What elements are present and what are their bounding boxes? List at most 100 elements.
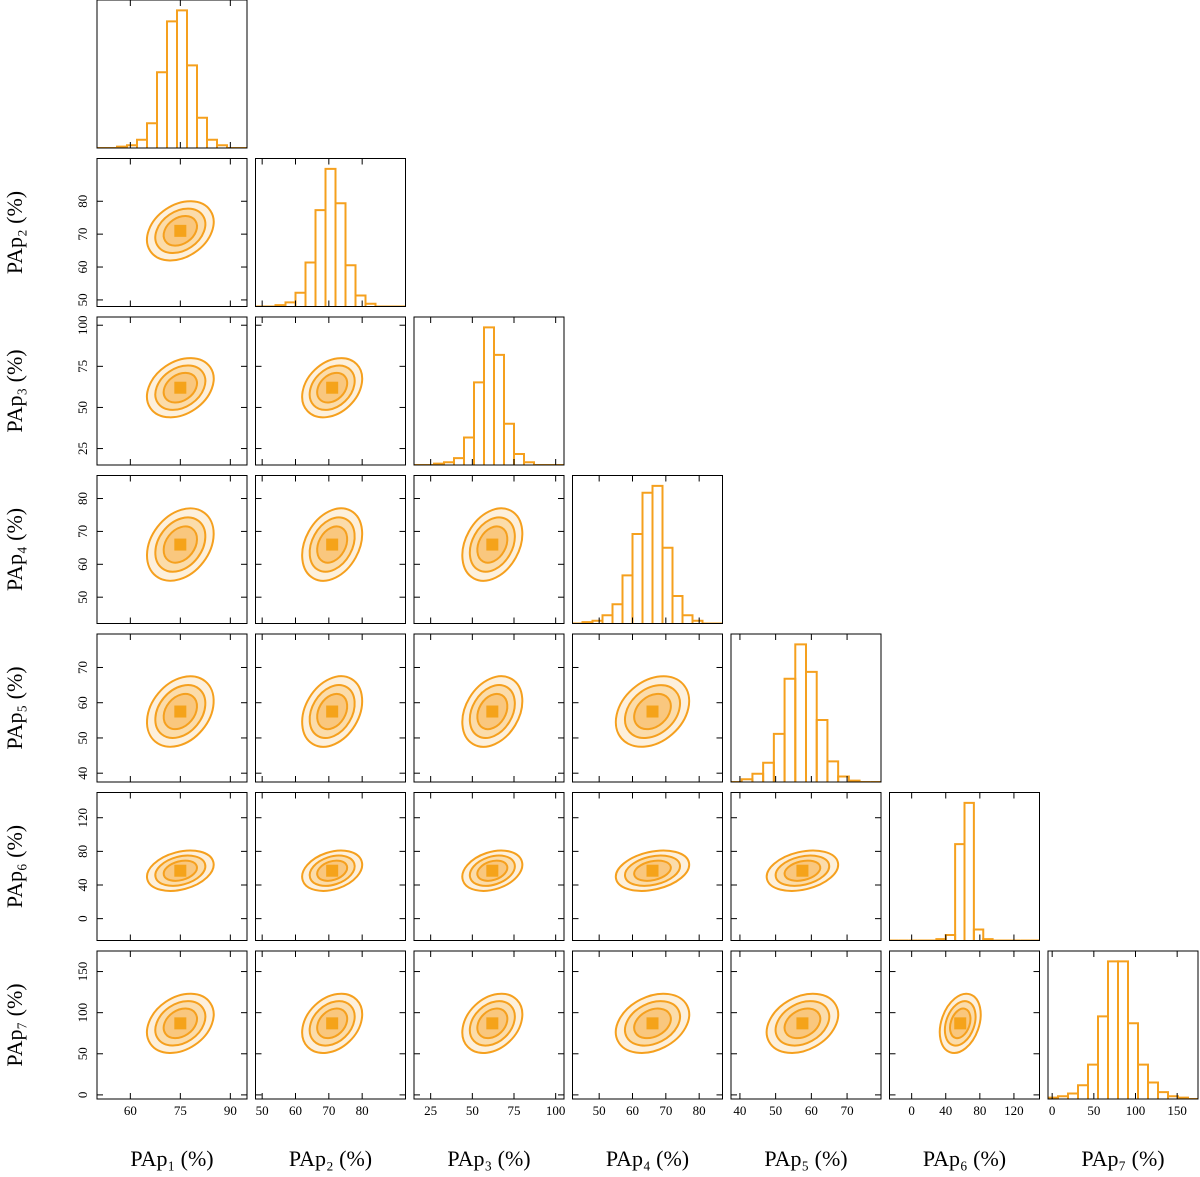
- x-axis-title: PAp₁ (%): [130, 1146, 213, 1171]
- density-peak: [174, 224, 187, 237]
- y-tick-label: 80: [75, 492, 90, 505]
- y-axis-title: PAp₇ (%): [2, 983, 27, 1066]
- x-tick-label: 60: [805, 1103, 818, 1118]
- panel-frame: [96, 475, 248, 624]
- x-tick-label: 100: [546, 1103, 566, 1118]
- panel: [301, 507, 364, 582]
- panel-frame: [255, 316, 406, 466]
- x-tick-label: 70: [659, 1103, 672, 1118]
- histogram-bin: [1107, 960, 1119, 1099]
- y-tick-label: 50: [75, 591, 90, 604]
- x-tick-label: 50: [256, 1103, 269, 1118]
- y-tick-label: 50: [75, 731, 90, 744]
- panel-frame: [413, 475, 565, 624]
- histogram-bin: [284, 301, 297, 307]
- panel: [145, 357, 215, 419]
- histogram-bin: [611, 603, 624, 624]
- panel: [765, 992, 840, 1054]
- histogram-bin: [847, 779, 861, 782]
- histogram-bin: [216, 144, 228, 148]
- y-axis-title: PAp₅ (%): [2, 666, 27, 749]
- density-peak: [174, 1017, 187, 1030]
- x-axis-title: PAp₅ (%): [764, 1146, 847, 1171]
- density-peak: [646, 864, 659, 877]
- y-tick-label: 70: [75, 661, 90, 674]
- y-tick-label: 0: [75, 1092, 90, 1099]
- density-peak: [486, 864, 499, 877]
- histogram-bin: [156, 71, 168, 148]
- histogram-bin: [513, 452, 525, 465]
- histogram-bin: [1067, 1092, 1079, 1099]
- density-peak: [326, 1017, 339, 1030]
- panel-frame: [255, 792, 406, 941]
- histogram-bin: [1117, 960, 1129, 1099]
- density-peak: [174, 705, 187, 718]
- x-tick-label: 50: [466, 1103, 479, 1118]
- panel-frame: [255, 950, 406, 1100]
- x-tick-label: 40: [939, 1103, 952, 1118]
- histogram-bin: [1147, 1081, 1159, 1099]
- panel: [938, 992, 982, 1054]
- panel: [614, 992, 691, 1054]
- panel: [614, 849, 691, 892]
- y-axis-title: PAp₂ (%): [2, 191, 27, 274]
- histogram-bin: [453, 457, 465, 465]
- panel-frame: [572, 475, 723, 624]
- y-tick-label: 40: [75, 879, 90, 892]
- histogram-bin: [631, 533, 644, 624]
- panel: [255, 167, 406, 307]
- x-tick-label: 50: [769, 1103, 782, 1118]
- histogram-bin: [783, 677, 797, 782]
- panel-frame: [413, 316, 565, 466]
- histogram-bin: [294, 291, 307, 307]
- x-tick-label: 25: [424, 1103, 437, 1118]
- y-tick-label: 40: [75, 767, 90, 780]
- histogram-bin: [671, 594, 684, 624]
- panel: [765, 849, 840, 892]
- x-tick-label: 80: [693, 1103, 706, 1118]
- panel: [614, 675, 691, 748]
- histogram-bin: [186, 64, 198, 148]
- x-tick-label: 50: [593, 1103, 606, 1118]
- panel: [461, 675, 524, 748]
- x-tick-label: 40: [733, 1103, 746, 1118]
- x-tick-label: 0: [908, 1103, 915, 1118]
- panel-frame: [572, 633, 723, 783]
- x-axis-title: PAp₂ (%): [289, 1146, 372, 1171]
- histogram-bin: [794, 643, 807, 782]
- panel-frame: [255, 475, 406, 624]
- panel: [146, 675, 215, 748]
- histogram-bin: [601, 614, 614, 624]
- panel-frame: [255, 158, 406, 307]
- x-tick-label: 80: [973, 1103, 986, 1118]
- density-peak: [486, 538, 499, 551]
- panel-frame: [96, 0, 248, 149]
- y-tick-label: 60: [75, 696, 90, 709]
- histogram-bin: [691, 619, 704, 624]
- panel-frame: [572, 950, 723, 1100]
- density-peak: [326, 705, 339, 718]
- x-tick-label: 50: [1087, 1103, 1100, 1118]
- panel-frame: [96, 158, 248, 307]
- panel-frame: [889, 950, 1040, 1100]
- panel-frame: [255, 633, 406, 783]
- panel-frame: [572, 792, 723, 941]
- histogram-bin: [136, 138, 148, 148]
- y-axis-title: PAp₄ (%): [2, 508, 27, 591]
- histogram-bin: [364, 302, 377, 307]
- panel: [301, 849, 364, 892]
- x-tick-label: 0: [1049, 1103, 1056, 1118]
- histogram-bin: [837, 775, 850, 782]
- histogram-bin: [641, 491, 654, 624]
- histogram-bin: [772, 732, 786, 782]
- panel-frame: [730, 633, 882, 783]
- histogram-bin: [324, 167, 337, 307]
- y-tick-label: 70: [75, 228, 90, 241]
- x-axis-title: PAp₇ (%): [1081, 1146, 1164, 1171]
- y-tick-label: 60: [75, 558, 90, 571]
- panel: [301, 675, 364, 748]
- density-peak: [326, 538, 339, 551]
- y-tick-label: 75: [75, 360, 90, 373]
- histogram-bin: [762, 761, 775, 782]
